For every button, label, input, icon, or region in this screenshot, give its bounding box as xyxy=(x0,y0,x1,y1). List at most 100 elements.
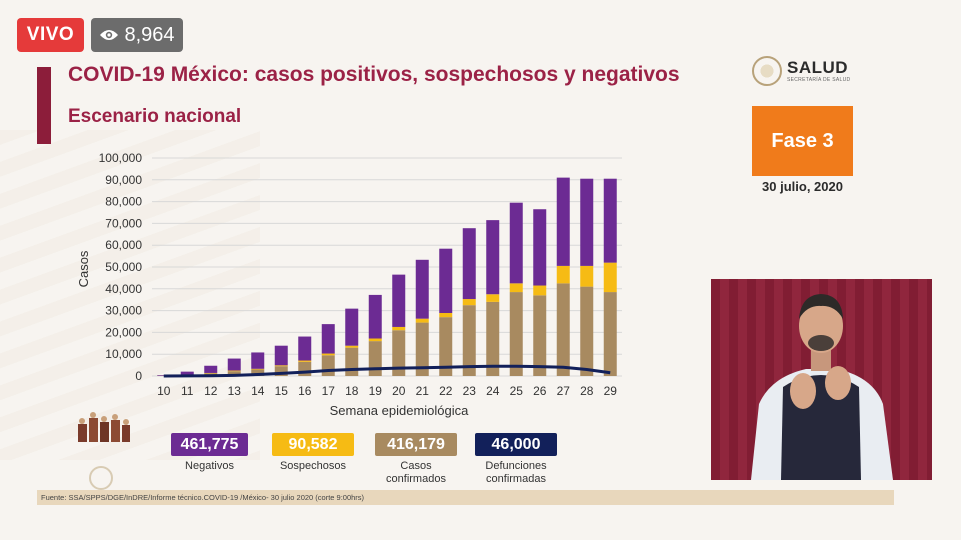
bar-segment xyxy=(251,369,265,376)
y-tick-label: 0 xyxy=(135,369,142,383)
bar-segment xyxy=(321,353,335,356)
bar-segment xyxy=(298,360,312,362)
eye-icon xyxy=(100,30,119,40)
slide-subtitle: Escenario nacional xyxy=(68,106,242,127)
bar-segment xyxy=(486,294,500,302)
national-seal-icon xyxy=(752,56,782,86)
bar-segment xyxy=(392,274,406,327)
bar-segment xyxy=(368,294,382,339)
bar-segment xyxy=(509,202,523,284)
x-tick-label: 12 xyxy=(204,384,218,398)
x-tick-label: 19 xyxy=(369,384,383,398)
x-tick-label: 25 xyxy=(510,384,524,398)
bar-segment xyxy=(603,178,617,263)
slide-title: COVID-19 México: casos positivos, sospec… xyxy=(68,63,680,86)
x-tick-label: 29 xyxy=(604,384,618,398)
bar-segment xyxy=(204,365,218,373)
x-tick-label: 10 xyxy=(157,384,171,398)
bar-segment xyxy=(180,371,194,376)
bar-segment xyxy=(533,295,547,376)
bar-segment xyxy=(462,305,476,376)
bar-segment xyxy=(227,358,241,371)
bar-segment xyxy=(251,352,265,369)
bar-segment xyxy=(321,324,335,354)
x-tick-label: 21 xyxy=(416,384,430,398)
interpreter-figure-icon xyxy=(751,294,893,480)
bar-segment xyxy=(462,228,476,300)
bar-segment xyxy=(274,345,288,366)
bar-segment xyxy=(298,336,312,361)
y-tick-label: 20,000 xyxy=(105,325,142,339)
bar-segment xyxy=(274,365,288,367)
x-tick-label: 26 xyxy=(533,384,547,398)
bar-segment xyxy=(392,330,406,376)
bar-segment xyxy=(439,312,453,318)
bar-segment xyxy=(298,361,312,376)
bar-segment xyxy=(580,265,594,287)
bar-segment xyxy=(251,368,265,370)
summary-confirmados-label: Casos confirmados xyxy=(386,460,446,485)
bar-segment xyxy=(392,326,406,331)
x-tick-label: 14 xyxy=(251,384,265,398)
bar-segment xyxy=(509,283,523,293)
y-tick-label: 10,000 xyxy=(105,347,142,361)
summary-confirmados: 416,179 Casos confirmados xyxy=(375,433,457,486)
summary-negativos-label: Negativos xyxy=(185,460,234,472)
bar-segment xyxy=(556,265,570,284)
bar-segment xyxy=(556,177,570,266)
bar-segment xyxy=(580,178,594,266)
y-tick-label: 60,000 xyxy=(105,238,142,252)
y-tick-label: 90,000 xyxy=(105,173,142,187)
bar-segment xyxy=(486,220,500,295)
bar-segment xyxy=(227,370,241,372)
report-date: 30 julio, 2020 xyxy=(762,179,843,194)
logo-text: SALUD xyxy=(787,58,849,77)
x-axis-label: Semana epidemiológica xyxy=(330,403,470,418)
sign-language-interpreter-video xyxy=(711,279,932,480)
bar-segment xyxy=(439,248,453,313)
x-tick-label: 16 xyxy=(298,384,312,398)
view-count-badge: 8,964 xyxy=(91,18,183,52)
x-tick-label: 20 xyxy=(392,384,406,398)
bar-segment xyxy=(368,338,382,342)
x-tick-label: 15 xyxy=(275,384,289,398)
bar-segment xyxy=(580,286,594,376)
summary-defunciones: 46,000 Defunciones confirmadas xyxy=(475,433,557,486)
summary-defunciones-label: Defunciones confirmadas xyxy=(485,460,547,485)
view-count: 8,964 xyxy=(124,23,175,46)
bar-segment xyxy=(603,262,617,293)
x-tick-label: 22 xyxy=(439,384,453,398)
y-axis-label: Casos xyxy=(76,250,91,287)
bar-segment xyxy=(274,366,288,376)
summary-confirmados-value: 416,179 xyxy=(375,433,457,456)
bar-segment xyxy=(533,285,547,296)
y-tick-label: 70,000 xyxy=(105,216,142,230)
bar-segment xyxy=(486,301,500,376)
background-decoration xyxy=(0,130,260,460)
bar-segment xyxy=(603,292,617,376)
logo-subtext: SECRETARÍA DE SALUD xyxy=(787,77,851,83)
summary-sospechosos: 90,582 Sospechosos xyxy=(272,433,354,473)
heroes-illustration-icon xyxy=(78,412,130,442)
title-accent-bar xyxy=(37,67,51,144)
bar-segment xyxy=(345,308,359,346)
bar-segment xyxy=(439,317,453,376)
summary-negativos-value: 461,775 xyxy=(171,433,248,456)
bar-segment xyxy=(509,292,523,376)
y-tick-label: 40,000 xyxy=(105,282,142,296)
summary-sospechosos-label: Sospechosos xyxy=(279,460,347,472)
bar-segment xyxy=(533,209,547,286)
source-footer: Fuente: SSA/SPPS/DGE/InDRE/Informe técni… xyxy=(37,490,894,505)
bar-segment xyxy=(368,341,382,376)
bar-segment xyxy=(345,345,359,348)
salud-logo: SALUD SECRETARÍA DE SALUD xyxy=(752,53,862,89)
summary-negativos: 461,775 Negativos xyxy=(171,433,248,473)
x-tick-label: 24 xyxy=(486,384,500,398)
bar-segment xyxy=(227,371,241,376)
x-tick-label: 28 xyxy=(580,384,594,398)
x-tick-label: 11 xyxy=(181,384,194,398)
bar-segment xyxy=(415,322,429,376)
y-tick-label: 100,000 xyxy=(99,151,143,165)
x-tick-label: 18 xyxy=(345,384,359,398)
